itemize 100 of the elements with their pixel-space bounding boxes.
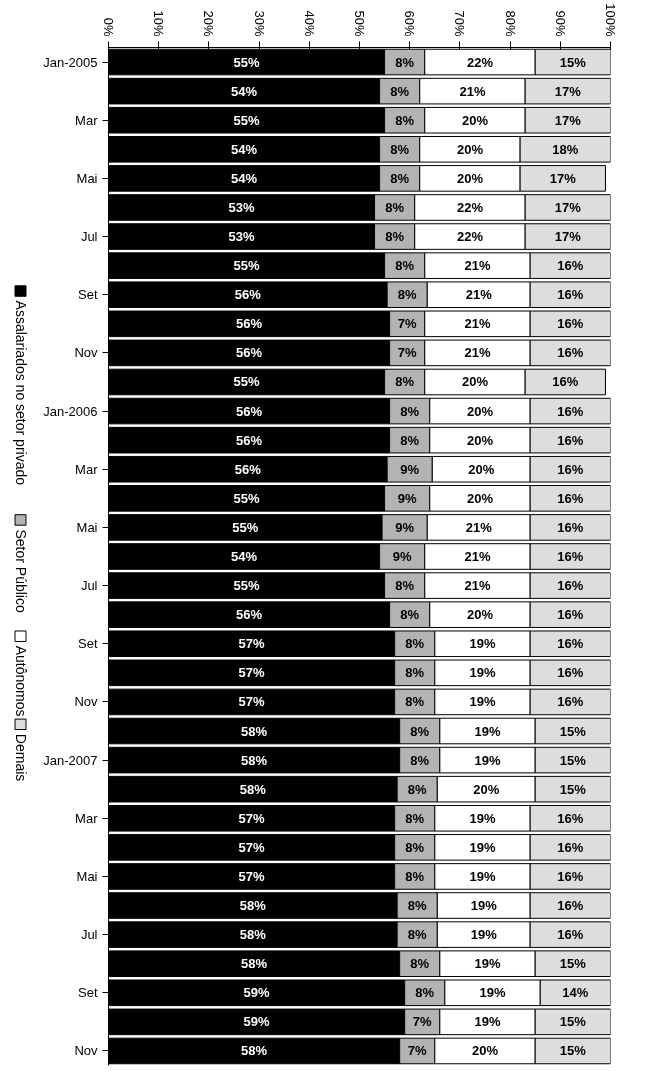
x-tick-label: 40% [301,10,317,37]
data-label: 16% [557,287,584,303]
data-label: 19% [469,810,496,826]
data-label: 8% [407,781,428,797]
x-tick-label: 20% [201,10,217,37]
data-label: 53% [228,229,255,245]
data-label: 19% [474,956,501,972]
data-label: 19% [469,665,496,681]
data-label: 16% [557,927,584,943]
data-label: 21% [465,519,493,535]
y-tick-label: Nov [74,1043,98,1059]
y-tick-label: Mar [75,461,99,477]
data-label: 19% [469,694,496,710]
data-label: 56% [236,607,263,623]
data-label: 8% [410,752,430,768]
data-label: 8% [405,868,425,884]
data-label: 57% [238,694,266,710]
data-label: 18% [552,141,579,157]
data-label: 55% [233,54,260,70]
data-label: 9% [392,549,413,564]
x-tick-label: 100% [603,3,618,37]
data-label: 8% [400,432,420,448]
data-label: 55% [232,519,259,535]
y-tick-label: Nov [74,694,98,710]
data-label: 16% [557,636,584,652]
data-label: 17% [554,199,582,215]
data-label: 8% [395,258,415,274]
data-label: 56% [234,287,262,303]
data-label: 8% [395,374,415,390]
data-label: 7% [407,1043,428,1059]
data-label: 19% [474,752,501,768]
data-label: 20% [456,141,484,157]
data-label: 57% [238,810,266,826]
y-tick-label: Set [77,636,98,652]
data-label: 20% [473,781,500,797]
data-label: 8% [390,170,410,186]
data-label: 17% [554,83,582,99]
data-label: 8% [405,665,425,681]
data-label: 9% [397,490,418,506]
data-label: 21% [464,578,491,594]
data-label: 58% [239,898,267,914]
x-tick-label: 50% [352,10,367,37]
data-label: 58% [241,723,268,739]
data-label: 16% [557,432,584,448]
data-label: 15% [559,956,587,972]
data-label: 20% [466,490,494,506]
data-label: 57% [238,636,266,652]
data-label: 57% [238,665,266,681]
data-label: 16% [557,403,584,419]
data-label: 15% [559,54,587,70]
y-tick-label: Jan-2005 [43,54,98,70]
data-label: 54% [231,170,258,186]
data-label: 16% [557,839,584,855]
data-label: 53% [228,199,255,215]
data-label: 19% [474,1014,501,1030]
data-label: 19% [470,898,498,914]
data-label: 22% [466,54,494,70]
data-label: 20% [466,432,494,448]
x-tick-label: 70% [452,10,468,37]
data-label: 7% [397,345,418,361]
data-label: 8% [410,723,430,739]
data-label: 16% [557,607,584,623]
x-tick-label: 90% [552,10,568,37]
data-label: 8% [407,927,428,943]
y-tick-label: Set [77,985,98,1001]
data-label: 8% [390,141,410,157]
y-tick-label: Jan-2007 [43,752,98,768]
data-label: 17% [554,229,582,245]
data-label: 20% [471,1043,499,1059]
data-label: 15% [559,752,587,768]
data-label: 8% [405,694,425,710]
x-tick-label: 60% [402,10,418,37]
data-label: 15% [559,723,587,739]
data-label: 57% [238,839,266,855]
data-label: 58% [241,752,268,768]
data-label: 16% [557,345,584,361]
x-tick-label: 10% [151,10,167,37]
data-label: 16% [557,578,584,594]
data-label: 16% [557,490,584,506]
x-tick-label: 0% [101,17,116,37]
data-label: 19% [469,868,496,884]
data-label: 55% [233,578,260,594]
data-label: 16% [557,868,584,884]
data-label: 55% [233,374,260,390]
data-label: 55% [233,490,260,506]
data-label: 22% [456,199,484,215]
legend-label: Demais [12,733,29,782]
data-label: 22% [456,229,484,245]
data-label: 56% [236,432,263,448]
data-label: 57% [238,868,266,884]
data-label: 58% [241,1043,268,1059]
data-label: 8% [400,403,420,419]
data-label: 19% [469,839,496,855]
legend-label: Assalariados no setor privado [12,300,29,486]
data-label: 16% [552,374,579,390]
data-label: 19% [469,636,496,652]
data-label: 17% [549,170,577,186]
data-label: 54% [231,549,258,564]
data-label: 8% [385,229,405,245]
data-label: 16% [557,810,584,826]
